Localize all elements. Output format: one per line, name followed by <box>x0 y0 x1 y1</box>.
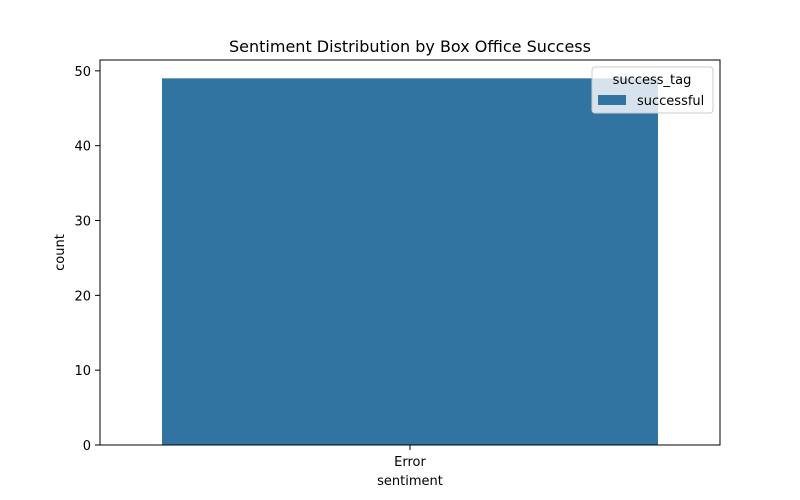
legend-swatch <box>598 95 626 105</box>
legend-entry-label: successful <box>637 94 704 109</box>
y-tick-label: 20 <box>74 289 91 304</box>
y-tick-label: 50 <box>74 65 91 80</box>
legend: success_tag successful <box>591 66 714 114</box>
x-axis: Error <box>394 445 426 470</box>
y-axis-label: count <box>53 234 68 271</box>
plot-frame <box>99 59 721 446</box>
x-tick-label: Error <box>394 455 426 470</box>
y-tick-label: 30 <box>74 215 91 230</box>
y-axis: 0 10 20 30 40 50 <box>74 65 100 454</box>
bars-layer <box>162 78 658 445</box>
y-tick-label: 40 <box>74 140 91 155</box>
x-axis-label: sentiment <box>377 474 443 489</box>
chart-title: Sentiment Distribution by Box Office Suc… <box>229 37 591 56</box>
y-tick-label: 10 <box>74 364 91 379</box>
bar-error-successful <box>162 78 658 445</box>
legend-title: success_tag <box>613 73 692 88</box>
y-tick-label: 0 <box>83 439 91 454</box>
